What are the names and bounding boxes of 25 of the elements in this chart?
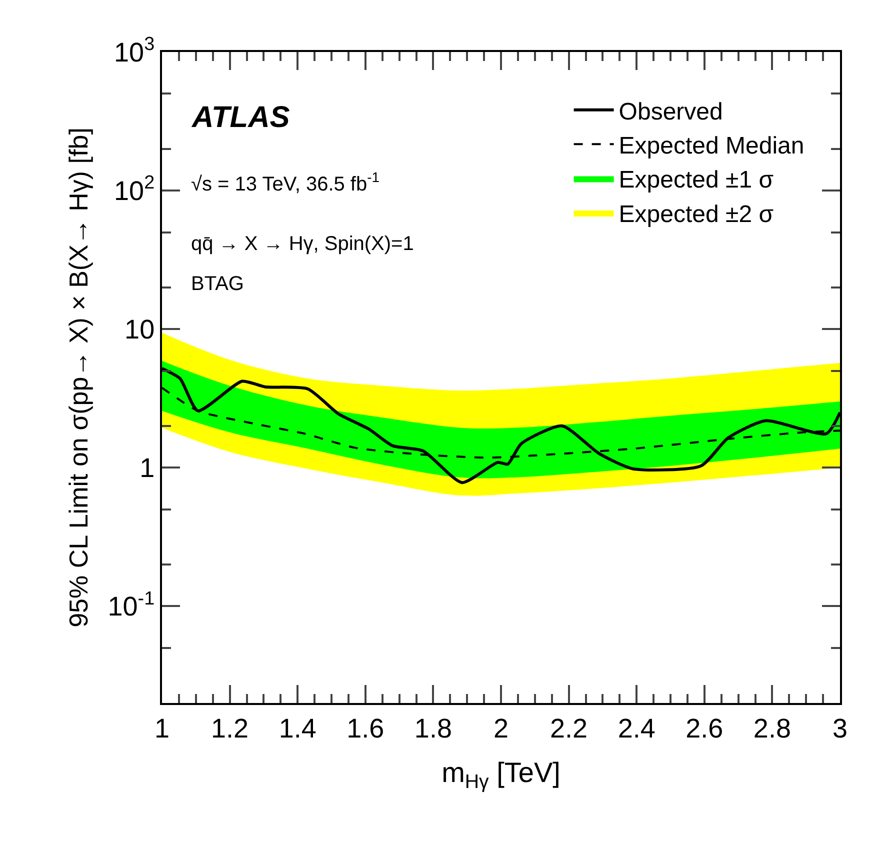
x-tick-label: 2.2: [550, 713, 588, 744]
y-tick-label: 10: [124, 314, 155, 345]
y-tick-label: 10$^{3}$: [114, 34, 155, 68]
annotation: √s = 13 TeV, 36.5 fb$^{-1}$: [191, 169, 380, 196]
x-tick-label: 1.8: [414, 713, 452, 744]
legend-label: Observed: [618, 98, 723, 126]
x-tick-label: 2.4: [618, 713, 656, 744]
x-tick-label: 2.8: [753, 713, 791, 744]
x-tick-label: 3: [832, 713, 848, 744]
legend-label: Expected ±1 σ: [618, 166, 774, 194]
annotation: qq̄ → X → Hγ, Spin(X)=1: [191, 233, 414, 255]
y-tick-label: 1: [140, 453, 155, 484]
y-axis-title: 95% CL Limit on σ(pp→ X) × B(X→ Hγ) [fb]: [64, 128, 94, 628]
x-tick-label: 1.2: [211, 713, 249, 744]
x-tick-label: 2: [493, 713, 509, 744]
y-tick-label: 10$^{-1}$: [108, 588, 155, 622]
x-tick-label: 1.4: [278, 713, 316, 744]
x-axis-title: m$_{Hγ}$ [TeV]: [442, 757, 560, 793]
x-tick-label: 1.6: [346, 713, 384, 744]
y-tick-label: 10$^{2}$: [114, 172, 155, 206]
x-tick-label: 2.6: [686, 713, 724, 744]
annotation: ATLAS: [191, 101, 290, 134]
legend-label: Expected Median: [618, 132, 804, 160]
legend-label: Expected ±2 σ: [618, 200, 774, 228]
annotation: BTAG: [191, 273, 244, 295]
